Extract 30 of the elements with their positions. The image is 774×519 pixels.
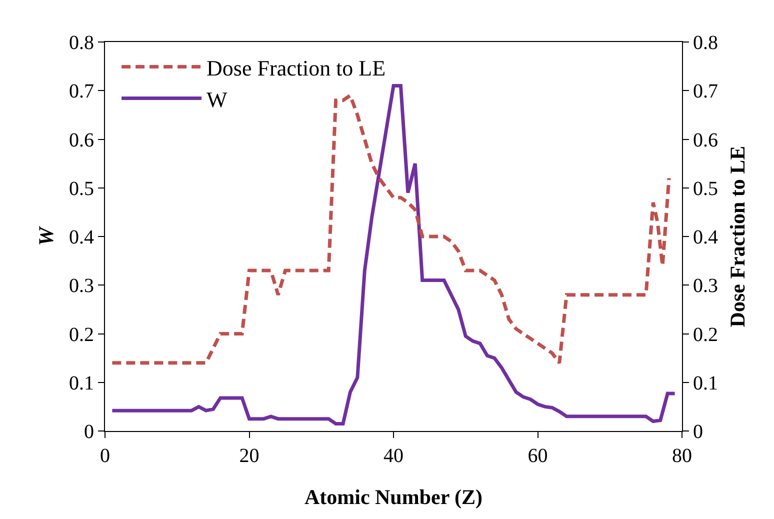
- x-tick-label: 80: [672, 445, 692, 467]
- y-tick-label: 0.4: [69, 226, 94, 248]
- y2-tick-label: 0.6: [693, 129, 718, 152]
- legend-label: Dose Fraction to LE: [206, 55, 386, 80]
- y-tick-label: 0: [84, 421, 94, 443]
- y-tick-label: 0.7: [69, 80, 94, 103]
- y2-tick-label: 0.2: [693, 324, 718, 346]
- x-tick-label: 0: [100, 445, 110, 467]
- y2-tick-label: 0.1: [693, 372, 718, 394]
- y-tick-label: 0.1: [69, 372, 94, 394]
- x-axis-title: Atomic Number (Z): [304, 485, 483, 509]
- y-tick-label: 0.2: [69, 324, 94, 346]
- y2-tick-label: 0.4: [693, 226, 718, 248]
- x-tick-label: 20: [239, 445, 260, 467]
- y-tick-label: 0.5: [69, 178, 94, 200]
- x-tick-label: 40: [384, 445, 404, 467]
- y2-axis-title: Dose Fraction to LE: [726, 146, 750, 328]
- y2-tick-label: 0.8: [693, 32, 718, 54]
- line-series: [110, 94, 671, 365]
- y2-tick-label: 0.7: [693, 80, 718, 103]
- legend-label: W: [206, 86, 228, 112]
- y-tick-label: 0.3: [69, 275, 94, 298]
- y2-tick-label: 0: [693, 421, 703, 443]
- y2-tick-label: 0.3: [693, 275, 718, 298]
- y-tick-label: 0.8: [69, 32, 94, 54]
- line-series: [110, 84, 677, 426]
- y2-tick-label: 0.5: [693, 178, 718, 200]
- y-tick-label: 0.6: [69, 129, 94, 152]
- y-axis-title: W: [34, 226, 58, 246]
- x-tick-label: 60: [528, 445, 548, 467]
